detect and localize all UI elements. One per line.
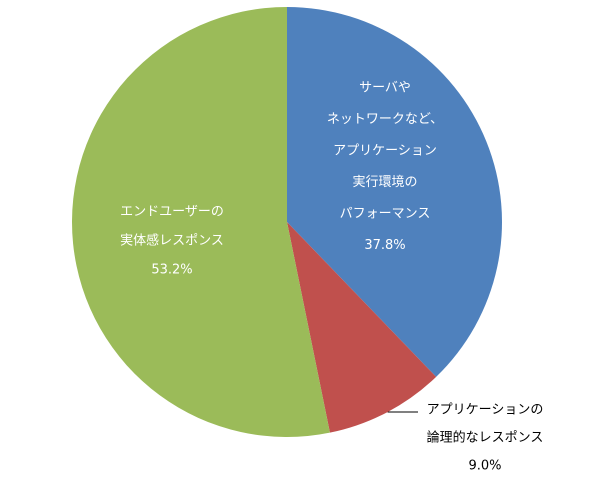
pie-slice [71,7,330,438]
slice-label: アプリケーションの [427,403,544,418]
slice-label: エンドユーザーの [120,205,224,220]
value-label: 53.2% [151,263,192,278]
slice-label: サーバや [359,81,411,96]
slice-label: 実体感レスポンス [120,233,224,249]
slice-label: アプリケーション [333,144,437,159]
slice-label: 論理的なレスポンス [427,430,544,446]
slice-label: ネットワークなど、 [327,112,443,127]
slice-label: 実行環境の [352,174,417,190]
value-label: 9.0% [468,459,501,474]
pie-slice [287,7,503,377]
value-label: 37.8% [364,238,405,253]
slice-label: パフォーマンス [340,207,431,222]
pie-slice [287,222,437,433]
